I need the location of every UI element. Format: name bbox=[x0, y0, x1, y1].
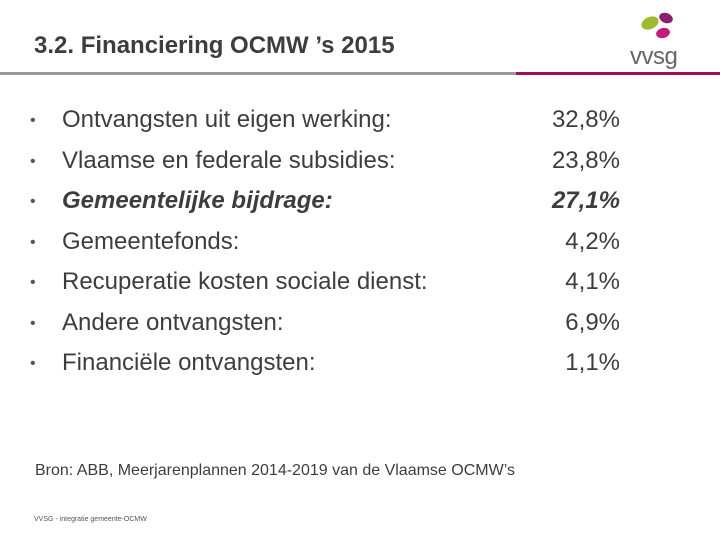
slide-title: 3.2. Financiering OCMW ’s 2015 bbox=[34, 32, 395, 59]
leaf-icon bbox=[641, 12, 673, 39]
source-note: Bron: ABB, Meerjarenplannen 2014-2019 va… bbox=[35, 462, 515, 479]
item-value: 32,8% bbox=[551, 106, 620, 133]
title-divider bbox=[0, 72, 516, 75]
bullet-icon: • bbox=[30, 355, 36, 372]
financing-list: • Ontvangsten uit eigen werking: 32,8% •… bbox=[30, 103, 630, 387]
list-item: • Recuperatie kosten sociale dienst: 4,1… bbox=[30, 265, 630, 306]
item-value: 27,1% bbox=[551, 187, 620, 214]
item-value: 4,2% bbox=[565, 227, 620, 255]
item-value: 1,1% bbox=[565, 349, 620, 376]
item-label: Recuperatie kosten sociale dienst: bbox=[62, 268, 428, 295]
bullet-icon: • bbox=[30, 112, 36, 129]
bullet-icon: • bbox=[30, 274, 36, 291]
item-label: Andere ontvangsten: bbox=[62, 308, 284, 336]
bullet-icon: • bbox=[30, 193, 36, 210]
vvsg-logo: vvsg bbox=[628, 12, 690, 70]
footer-text: VVSG - integratie gemeente-OCMW bbox=[34, 516, 147, 523]
item-label: Vlaamse en federale subsidies: bbox=[62, 146, 396, 174]
item-label: Ontvangsten uit eigen werking: bbox=[62, 106, 392, 133]
item-value: 23,8% bbox=[551, 146, 620, 174]
list-item: • Financiële ontvangsten: 1,1% bbox=[30, 346, 630, 387]
logo-text: vvsg bbox=[630, 43, 678, 70]
leaf-magenta bbox=[656, 27, 670, 39]
bullet-icon: • bbox=[30, 314, 36, 332]
list-item: • Ontvangsten uit eigen werking: 32,8% bbox=[30, 103, 630, 144]
list-item: • Gemeentefonds: 4,2% bbox=[30, 225, 630, 266]
item-label: Financiële ontvangsten: bbox=[62, 349, 316, 376]
bullet-icon: • bbox=[30, 152, 36, 170]
title-divider-accent bbox=[516, 72, 720, 75]
list-item: • Andere ontvangsten: 6,9% bbox=[30, 306, 630, 347]
item-value: 4,1% bbox=[565, 268, 620, 295]
item-label: Gemeentefonds: bbox=[62, 227, 240, 255]
leaf-purple bbox=[659, 12, 673, 24]
leaf-green bbox=[641, 16, 659, 30]
list-item: • Gemeentelijke bijdrage: 27,1% bbox=[30, 184, 630, 225]
list-item: • Vlaamse en federale subsidies: 23,8% bbox=[30, 144, 630, 185]
bullet-icon: • bbox=[30, 233, 36, 251]
item-label: Gemeentelijke bijdrage: bbox=[62, 187, 333, 214]
item-value: 6,9% bbox=[565, 308, 620, 336]
